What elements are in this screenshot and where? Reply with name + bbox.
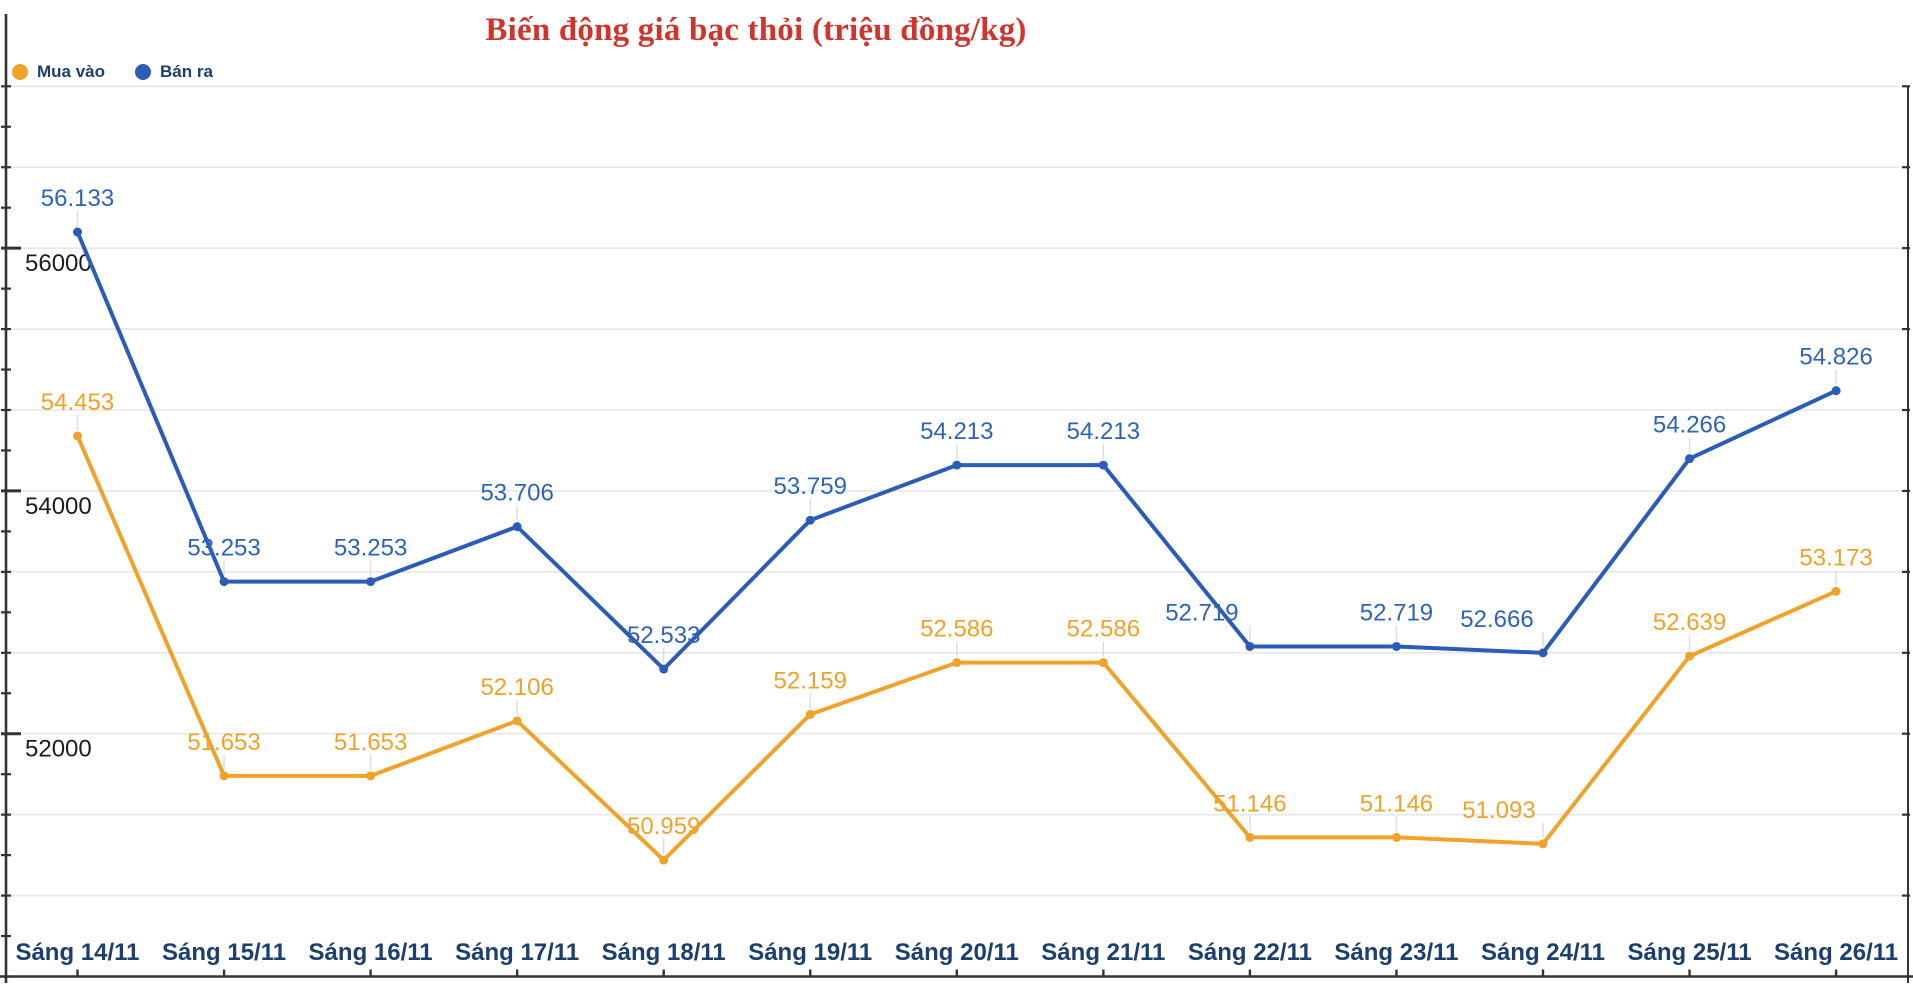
ban-ra-value-label: 53.253 bbox=[334, 535, 407, 562]
mua-vao-value-label: 52.159 bbox=[774, 667, 847, 694]
mua-vao-value-label: 51.146 bbox=[1213, 790, 1286, 817]
mua-vao-value-label: 54.453 bbox=[41, 389, 114, 416]
ban-ra-value-label: 53.706 bbox=[480, 480, 553, 507]
y-gridlines bbox=[6, 85, 1908, 897]
x-tick-label: Sáng 26/11 bbox=[1774, 939, 1898, 966]
mua-vao-value-label: 51.146 bbox=[1360, 790, 1433, 817]
x-tick-label: Sáng 20/11 bbox=[895, 939, 1019, 966]
ban-ra-value-label: 52.533 bbox=[627, 622, 700, 649]
ban-ra-value-label: 53.759 bbox=[774, 473, 847, 500]
mua-vao-point[interactable] bbox=[952, 658, 962, 668]
mua-vao-point[interactable] bbox=[1098, 658, 1108, 668]
mua-vao-value-label: 52.586 bbox=[920, 616, 993, 643]
mua-vao-value-label: 50.959 bbox=[627, 813, 700, 840]
ban-ra-point[interactable] bbox=[512, 522, 522, 532]
mua-vao-value-label: 52.106 bbox=[480, 674, 553, 701]
ban-ra-point[interactable] bbox=[659, 664, 669, 674]
x-tick-label: Sáng 24/11 bbox=[1481, 939, 1605, 966]
mua-vao-point[interactable] bbox=[1391, 832, 1401, 842]
series-ban-ra: 56.133 53.253 53.253 53.706 52.533 53.759 54.2… bbox=[41, 185, 1873, 674]
legend-label-mua-vao: Mua vào bbox=[37, 62, 106, 81]
ban-ra-point[interactable] bbox=[73, 227, 82, 237]
y-tick-labels: 52000 54000 56000 bbox=[25, 250, 92, 763]
mua-vao-point[interactable] bbox=[219, 771, 229, 781]
mua-vao-point[interactable] bbox=[1245, 832, 1255, 842]
x-tick-label: Sáng 17/11 bbox=[455, 939, 579, 966]
mua-vao-point[interactable] bbox=[659, 855, 669, 865]
y-tick-label: 54000 bbox=[25, 493, 92, 520]
chart-legend: Mua vào Bán ra bbox=[12, 62, 213, 82]
mua-vao-point[interactable] bbox=[366, 771, 376, 781]
y-tick-label: 52000 bbox=[25, 736, 92, 763]
mua-vao-value-label: 51.653 bbox=[187, 729, 260, 756]
ban-ra-value-label: 53.253 bbox=[187, 535, 260, 562]
ban-ra-point[interactable] bbox=[1391, 641, 1401, 651]
x-tick-label: Sáng 21/11 bbox=[1041, 939, 1165, 966]
x-tick-label: Sáng 15/11 bbox=[162, 939, 286, 966]
x-tick-label: Sáng 23/11 bbox=[1334, 939, 1458, 966]
ban-ra-point[interactable] bbox=[1245, 641, 1255, 651]
legend-label-ban-ra: Bán ra bbox=[160, 62, 213, 81]
mua-vao-point[interactable] bbox=[1685, 651, 1695, 661]
ban-ra-value-label: 54.213 bbox=[920, 418, 993, 445]
ban-ra-value-label: 52.719 bbox=[1360, 599, 1433, 626]
series-mua-vao: 54.453 51.653 51.653 52.106 50.959 52.159 52.5… bbox=[41, 389, 1873, 865]
legend-item-ban-ra[interactable]: Bán ra bbox=[135, 62, 213, 82]
x-tick-label: Sáng 19/11 bbox=[748, 939, 872, 966]
x-tick-label: Sáng 14/11 bbox=[15, 939, 139, 966]
x-tick-label: Sáng 22/11 bbox=[1188, 939, 1312, 966]
x-tick-label: Sáng 18/11 bbox=[602, 939, 726, 966]
ban-ra-swatch-icon bbox=[135, 64, 152, 80]
mua-vao-point[interactable] bbox=[512, 716, 522, 726]
mua-vao-value-label: 52.639 bbox=[1653, 609, 1726, 636]
ban-ra-point[interactable] bbox=[219, 577, 229, 587]
ban-ra-point[interactable] bbox=[1685, 454, 1695, 464]
ban-ra-value-label: 56.133 bbox=[41, 185, 114, 212]
x-tick-label: Sáng 25/11 bbox=[1628, 939, 1752, 966]
ban-ra-value-label: 52.666 bbox=[1460, 606, 1533, 633]
chart-title: Biến động giá bạc thỏi (triệu đồng/kg) bbox=[485, 12, 1027, 48]
mua-vao-point[interactable] bbox=[805, 709, 815, 719]
mua-vao-point[interactable] bbox=[1831, 586, 1841, 596]
ban-ra-point[interactable] bbox=[1831, 386, 1841, 396]
ban-ra-point[interactable] bbox=[1098, 460, 1108, 470]
ban-ra-value-label: 52.719 bbox=[1165, 599, 1238, 626]
x-tick-label: Sáng 16/11 bbox=[309, 939, 433, 966]
mua-vao-value-label: 52.586 bbox=[1067, 616, 1140, 643]
ban-ra-value-label: 54.213 bbox=[1067, 418, 1140, 445]
ban-ra-point[interactable] bbox=[366, 577, 376, 587]
ban-ra-point[interactable] bbox=[952, 460, 962, 470]
mua-vao-value-label: 51.653 bbox=[334, 729, 407, 756]
ban-ra-value-label: 54.826 bbox=[1799, 344, 1872, 371]
legend-item-mua-vao[interactable]: Mua vào bbox=[12, 62, 105, 82]
ban-ra-point[interactable] bbox=[805, 515, 815, 525]
y-tick-label: 56000 bbox=[25, 250, 92, 277]
axes bbox=[0, 14, 1913, 983]
mua-vao-value-label: 53.173 bbox=[1799, 544, 1872, 571]
ban-ra-value-label: 54.266 bbox=[1653, 412, 1726, 439]
mua-vao-swatch-icon bbox=[12, 64, 28, 80]
mua-vao-value-label: 51.093 bbox=[1462, 797, 1535, 824]
mua-vao-point[interactable] bbox=[73, 431, 82, 441]
mua-vao-point[interactable] bbox=[1538, 839, 1548, 849]
x-tick-labels: Sáng 14/11 Sáng 15/11 Sáng 16/11 Sáng 17/11… bbox=[15, 939, 1898, 966]
axis-ticks bbox=[1, 85, 1910, 978]
ban-ra-point[interactable] bbox=[1538, 648, 1548, 658]
